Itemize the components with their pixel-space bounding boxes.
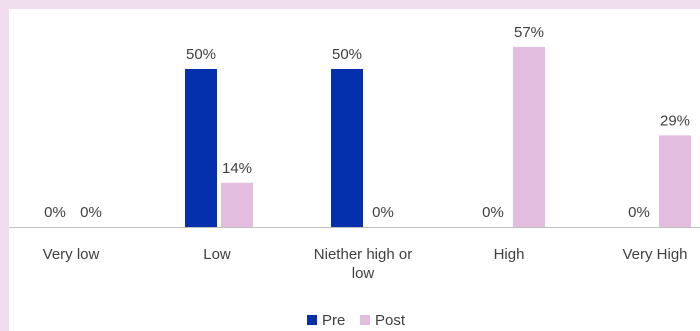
legend-swatch-pre [307, 315, 317, 325]
bar-pre-2 [331, 69, 363, 227]
category-label-3: High [494, 246, 525, 263]
category-label-0: Very low [43, 246, 100, 263]
bar-post-1 [221, 182, 253, 227]
data-label-post-4: 29% [660, 112, 690, 129]
data-label-pre-4: 0% [628, 204, 650, 221]
bar-pre-1 [185, 69, 217, 227]
category-label-line: High [494, 246, 525, 263]
category-label-line: Very low [43, 246, 100, 263]
legend-swatch-post [360, 315, 370, 325]
bar-post-3 [513, 46, 545, 227]
category-label-1: Low [203, 246, 231, 263]
category-label-2: Niether high or low [314, 246, 412, 282]
data-label-post-1: 14% [222, 160, 252, 177]
category-label-line: low [352, 265, 375, 282]
category-label-line: Niether high or [314, 246, 412, 263]
bar-chart: 0% 50% 50% 0% 0% 0% 14% 0% 57% 29% Very low Low Niet… [9, 24, 700, 329]
data-label-post-0: 0% [80, 204, 102, 221]
chart-frame: 0% 50% 50% 0% 0% 0% 14% 0% 57% 29% Very low Low Niet… [9, 9, 700, 331]
bar-post-4 [659, 135, 691, 227]
data-label-pre-3: 0% [482, 204, 504, 221]
legend-label-pre: Pre [322, 312, 345, 329]
data-label-pre-2: 50% [332, 46, 362, 63]
category-label-4: Very High [622, 246, 687, 263]
data-label-post-2: 0% [372, 204, 394, 221]
data-label-pre-0: 0% [44, 204, 66, 221]
category-label-line: Very High [622, 246, 687, 263]
data-label-pre-1: 50% [186, 46, 216, 63]
category-label-line: Low [203, 246, 231, 263]
data-label-post-3: 57% [514, 24, 544, 41]
legend-label-post: Post [375, 312, 406, 329]
